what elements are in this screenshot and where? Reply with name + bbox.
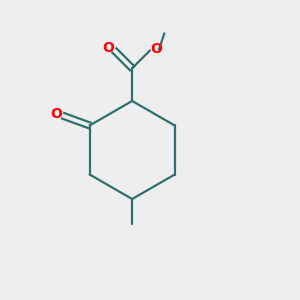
Text: O: O [150, 42, 162, 56]
Text: O: O [102, 41, 114, 55]
Text: O: O [51, 107, 63, 121]
